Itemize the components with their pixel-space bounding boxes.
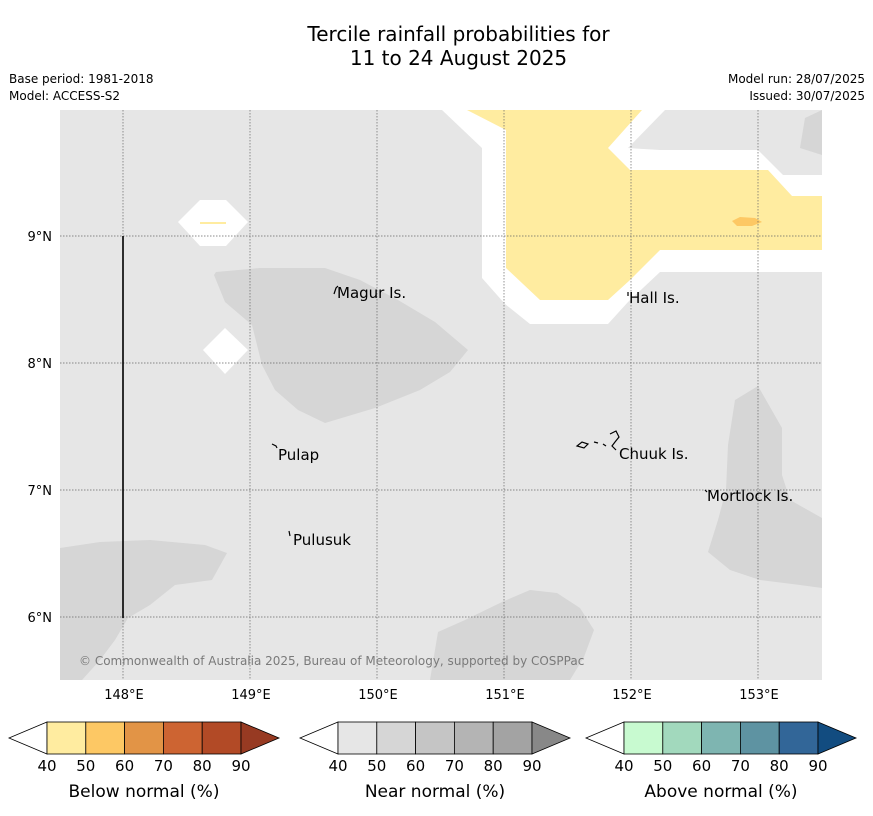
place-label-pulusuk: Pulusuk	[293, 531, 351, 549]
issued-date: Issued: 30/07/2025	[749, 89, 865, 103]
near-normal-over-arrow	[531, 721, 572, 755]
near-normal-tick-label: 50	[367, 757, 386, 775]
lat-label-6n: 6°N	[28, 611, 53, 626]
near-normal-50-southwest	[60, 540, 227, 680]
above-normal-legend-title: Above normal (%)	[644, 782, 797, 802]
island-pulusuk	[288, 530, 291, 537]
lon-label-151: 151°E	[485, 688, 525, 703]
below-normal-segment	[85, 721, 126, 755]
below-normal-tick-label: 70	[154, 757, 173, 775]
above-normal-segment	[623, 721, 664, 755]
map-area: Magur Is. Hall Is. Pulap Chuuk Is. Mortl…	[60, 110, 822, 680]
above-normal-over-arrow	[817, 721, 858, 755]
island-chuuk-1	[575, 441, 590, 449]
near-normal-tick-label: 70	[445, 757, 464, 775]
meta-right: Model run: 28/07/2025 Issued: 30/07/2025	[728, 71, 865, 105]
below-normal-tick-label: 40	[37, 757, 56, 775]
lon-label-148: 148°E	[104, 688, 144, 703]
near-normal-50-northeast	[800, 110, 822, 155]
graticule	[60, 110, 822, 680]
place-label-hall: Hall Is.	[629, 289, 680, 307]
below-normal-segment	[162, 721, 203, 755]
near-normal-under-arrow	[298, 721, 339, 755]
model-run: Model run: 28/07/2025	[727, 72, 865, 86]
below-normal-over-arrow	[240, 721, 281, 755]
near-normal-segment	[492, 721, 533, 755]
near-normal-segment	[337, 721, 378, 755]
lon-label-152: 152°E	[612, 688, 652, 703]
island-chuuk-4	[602, 443, 607, 447]
below-normal-tick-label: 80	[193, 757, 212, 775]
above-normal-segment	[778, 721, 819, 755]
above-normal-segment	[740, 721, 780, 755]
below-normal-tick-label: 50	[76, 757, 95, 775]
title-line-1: Tercile rainfall probabilities for	[307, 22, 610, 46]
above-normal-legend: 40 50 60 70 80 90 Above normal (%)	[584, 721, 858, 802]
island-chuuk-3	[593, 441, 599, 444]
below-normal-40-region	[467, 110, 822, 300]
below-normal-segment	[124, 721, 164, 755]
near-normal-50-east	[708, 386, 822, 588]
below-normal-tick-label: 90	[231, 757, 250, 775]
near-normal-legend-title: Near normal (%)	[365, 782, 505, 802]
map-title: Tercile rainfall probabilities for 11 to…	[0, 22, 873, 70]
island-pulap	[271, 443, 278, 449]
below-normal-tick-label: 60	[115, 757, 134, 775]
near-normal-segment	[376, 721, 416, 755]
near-normal-tick-label: 60	[406, 757, 425, 775]
near-normal-tick-label: 80	[484, 757, 503, 775]
place-label-chuuk: Chuuk Is.	[619, 445, 688, 463]
legend-group: 40 50 60 70 80 90 Below normal (%) 40 50 60 70 80 90…	[7, 721, 858, 802]
below-normal-segment	[46, 721, 87, 755]
above-normal-segment	[662, 721, 702, 755]
near-normal-50-central	[214, 268, 468, 423]
lat-label-8n: 8°N	[28, 357, 53, 372]
above-normal-tick-label: 60	[692, 757, 711, 775]
below-normal-legend-title: Below normal (%)	[69, 782, 220, 802]
above-normal-tick-label: 50	[653, 757, 672, 775]
lon-label-149: 149°E	[231, 688, 271, 703]
base-period: Base period: 1981-2018	[9, 72, 154, 86]
above-normal-tick-label: 80	[770, 757, 789, 775]
above-normal-tick-label: 40	[614, 757, 633, 775]
copyright-notice: © Commonwealth of Australia 2025, Bureau…	[79, 654, 584, 668]
lat-label-7n: 7°N	[28, 484, 53, 499]
title-line-2: 11 to 24 August 2025	[349, 46, 568, 70]
below-normal-50-spot	[732, 217, 762, 226]
island-chuuk-2	[609, 430, 620, 451]
lon-label-153: 153°E	[739, 688, 779, 703]
meta-left: Base period: 1981-2018 Model: ACCESS-S2	[9, 71, 154, 105]
no-dominant-region-diamond-2	[203, 328, 248, 374]
place-label-mortlock: Mortlock Is.	[707, 487, 793, 505]
island-magur	[333, 285, 339, 295]
above-normal-tick-label: 90	[808, 757, 827, 775]
place-label-magur: Magur Is.	[337, 284, 406, 302]
island-mortlock	[704, 489, 708, 493]
island-outlines	[271, 285, 708, 537]
above-normal-segment	[701, 721, 741, 755]
model-name: Model: ACCESS-S2	[9, 89, 121, 103]
near-normal-tick-label: 40	[328, 757, 347, 775]
lat-label-9n: 9°N	[28, 230, 53, 245]
below-normal-legend: 40 50 60 70 80 90 Below normal (%)	[7, 721, 281, 802]
near-normal-tick-label: 90	[522, 757, 541, 775]
lon-label-150: 150°E	[358, 688, 398, 703]
place-label-pulap: Pulap	[278, 446, 319, 464]
near-normal-segment	[453, 721, 494, 755]
above-normal-tick-label: 70	[731, 757, 750, 775]
below-normal-under-arrow	[7, 721, 48, 755]
below-normal-segment	[201, 721, 242, 755]
near-normal-50-south	[430, 590, 594, 680]
near-normal-segment	[415, 721, 455, 755]
above-normal-under-arrow	[584, 721, 625, 755]
near-normal-legend: 40 50 60 70 80 90 Near normal (%)	[298, 721, 572, 802]
